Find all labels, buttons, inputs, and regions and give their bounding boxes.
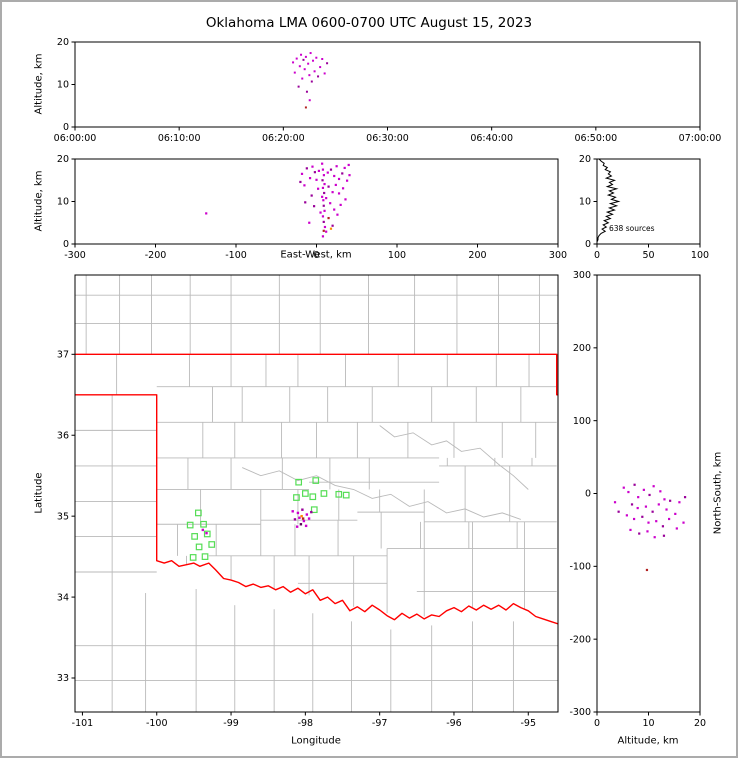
svg-text:06:30:00: 06:30:00 (366, 133, 409, 144)
svg-text:35: 35 (57, 511, 69, 522)
svg-text:0: 0 (594, 250, 600, 261)
svg-text:37: 37 (57, 350, 69, 361)
svg-text:-96: -96 (446, 718, 462, 729)
svg-text:100: 100 (573, 416, 591, 427)
svg-text:-300: -300 (569, 707, 591, 718)
svg-text:06:40:00: 06:40:00 (470, 133, 513, 144)
svg-text:50: 50 (642, 250, 654, 261)
svg-text:200: 200 (468, 250, 486, 261)
svg-text:0: 0 (63, 239, 69, 250)
svg-text:-95: -95 (521, 718, 537, 729)
svg-text:10: 10 (57, 80, 69, 91)
x-axis-label-longitude: Longitude (291, 735, 341, 747)
svg-text:200: 200 (573, 343, 591, 354)
svg-text:-100: -100 (225, 250, 247, 261)
altitude-histogram-line (596, 158, 621, 244)
svg-text:0: 0 (585, 489, 591, 500)
svg-text:06:00:00: 06:00:00 (54, 133, 97, 144)
y-axis-label-latitude: Latitude (33, 472, 45, 514)
figure-title: Oklahoma LMA 0600-0700 UTC August 15, 20… (205, 15, 533, 31)
svg-text:10: 10 (642, 718, 654, 729)
y-axis-label-north-south: North-South, km (712, 451, 724, 535)
ew-height-layer (205, 162, 351, 238)
svg-text:07:00:00: 07:00:00 (679, 133, 722, 144)
x-axis-label-east-west: East-West, km (280, 249, 352, 261)
svg-text:36: 36 (57, 430, 69, 441)
svg-text:20: 20 (579, 154, 591, 165)
sources-count-label: 638 sources (609, 224, 655, 233)
y-axis-label-altitude-mid: Altitude, km (33, 170, 45, 232)
svg-text:-99: -99 (223, 718, 239, 729)
svg-text:-200: -200 (569, 634, 591, 645)
map-layer (75, 275, 558, 712)
svg-text:0: 0 (313, 250, 319, 261)
svg-text:06:20:00: 06:20:00 (262, 133, 305, 144)
svg-text:-98: -98 (298, 718, 314, 729)
svg-text:20: 20 (57, 154, 69, 165)
svg-text:-300: -300 (64, 250, 86, 261)
svg-text:0: 0 (594, 718, 600, 729)
svg-text:20: 20 (57, 37, 69, 48)
svg-text:300: 300 (573, 270, 591, 281)
time-height-layer (292, 52, 329, 109)
svg-text:20: 20 (694, 718, 706, 729)
svg-text:-100: -100 (146, 718, 168, 729)
x-axis-label-altitude-bottom: Altitude, km (617, 735, 679, 747)
svg-text:06:50:00: 06:50:00 (574, 133, 617, 144)
y-axis-label-altitude-top: Altitude, km (33, 53, 45, 115)
svg-text:06:10:00: 06:10:00 (158, 133, 201, 144)
svg-text:0: 0 (585, 239, 591, 250)
ns-height-layer (613, 483, 687, 572)
svg-text:-97: -97 (372, 718, 388, 729)
svg-text:-100: -100 (569, 562, 591, 573)
svg-text:100: 100 (691, 250, 709, 261)
svg-text:33: 33 (57, 673, 69, 684)
svg-text:10: 10 (57, 197, 69, 208)
svg-text:0: 0 (63, 122, 69, 133)
svg-text:34: 34 (57, 592, 69, 603)
svg-text:100: 100 (388, 250, 406, 261)
svg-text:300: 300 (549, 250, 567, 261)
svg-text:10: 10 (579, 197, 591, 208)
svg-text:-101: -101 (72, 718, 94, 729)
svg-text:-200: -200 (145, 250, 167, 261)
